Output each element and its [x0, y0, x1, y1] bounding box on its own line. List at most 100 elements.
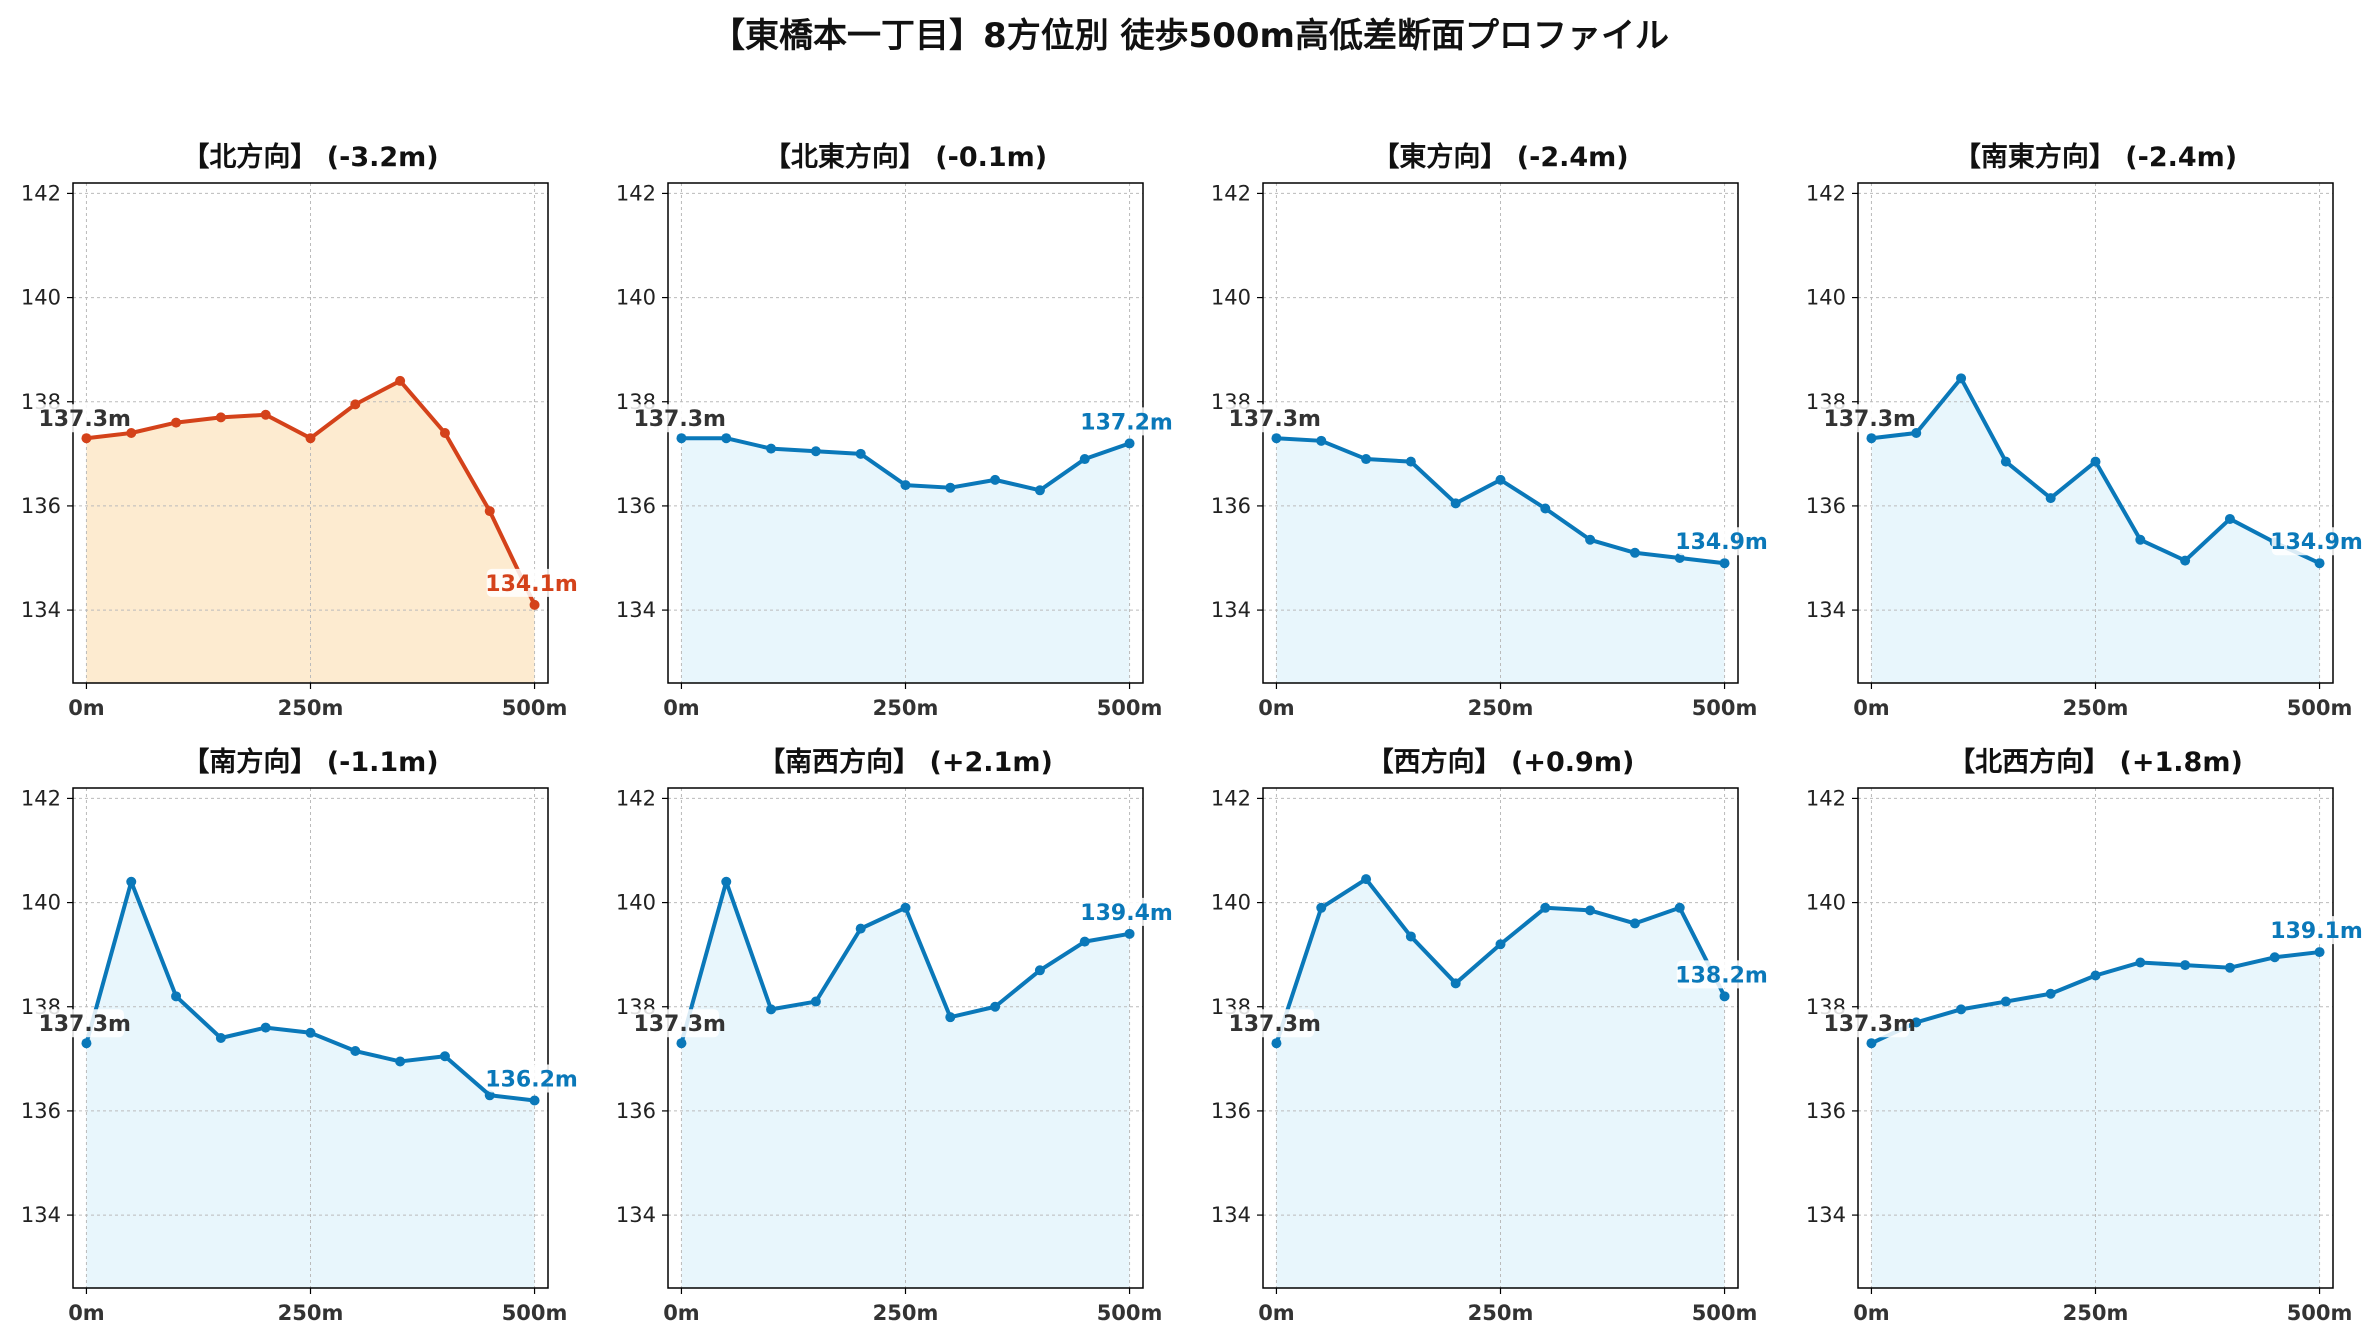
data-point [1540, 503, 1551, 514]
data-point [260, 409, 271, 420]
end-label: 134.9m [2270, 527, 2363, 556]
data-point [1271, 1038, 1282, 1049]
data-point [2180, 555, 2191, 566]
x-tick-label: 500m [502, 1301, 568, 1325]
data-point [1956, 373, 1967, 384]
data-point [126, 876, 137, 887]
data-point [1866, 1038, 1877, 1049]
data-point [1585, 905, 1596, 916]
x-tick-label: 250m [278, 696, 344, 720]
data-point [1034, 965, 1045, 976]
y-tick-label: 136 [1806, 1099, 1846, 1123]
start-label: 137.3m [34, 1009, 131, 1037]
y-tick-label: 140 [1806, 286, 1846, 310]
y-tick-label: 136 [21, 494, 61, 518]
area-fill [681, 438, 1130, 683]
x-tick-label: 250m [2063, 1301, 2129, 1325]
y-tick-label: 136 [616, 1099, 656, 1123]
x-tick-label: 0m [1853, 696, 1890, 720]
y-tick-label: 140 [1806, 891, 1846, 915]
y-tick-label: 142 [1806, 181, 1846, 205]
x-tick-label: 250m [873, 1301, 939, 1325]
data-point [1495, 939, 1506, 950]
y-tick-label: 134 [21, 1203, 61, 1227]
end-label: 139.4m [1080, 897, 1173, 926]
x-tick-label: 0m [663, 1301, 700, 1325]
data-point [305, 433, 316, 444]
data-point [350, 399, 361, 410]
y-tick-label: 136 [1211, 494, 1251, 518]
end-label-box [486, 1064, 577, 1093]
end-label: 134.1m [485, 568, 578, 597]
panel-title: 【東方向】 (-2.4m) [1372, 141, 1628, 173]
data-point [2180, 960, 2191, 971]
data-point [305, 1027, 316, 1038]
y-tick-label: 134 [1806, 1203, 1846, 1227]
end-label-text: 139.1m [2270, 919, 2363, 944]
data-point [945, 1012, 956, 1023]
data-point [810, 996, 821, 1007]
data-point [1450, 978, 1461, 989]
data-point [2135, 957, 2146, 968]
y-tick-label: 136 [616, 494, 656, 518]
end-label-box [2271, 916, 2362, 945]
data-point [1585, 534, 1596, 545]
start-label-box [34, 1009, 125, 1038]
start-label-box [1224, 404, 1315, 433]
data-point [1495, 474, 1506, 485]
data-point [1124, 438, 1135, 449]
data-point [855, 448, 866, 459]
end-label: 138.2m [1675, 960, 1768, 989]
data-point [484, 506, 495, 517]
panel-title: 【北東方向】 (-0.1m) [764, 141, 1047, 173]
data-point [215, 412, 226, 423]
end-label: 139.1m [2270, 916, 2363, 945]
data-point [2000, 996, 2011, 1007]
figure-title: 【東橋本一丁目】8方位別 徒歩500m高低差断面プロファイル [711, 16, 1669, 56]
data-point [529, 1095, 540, 1106]
data-point [350, 1046, 361, 1057]
data-point [1956, 1004, 1967, 1015]
start-label-text: 137.3m [38, 407, 131, 432]
data-point [766, 1004, 777, 1015]
data-point [2314, 558, 2325, 569]
data-point [1361, 874, 1372, 885]
data-point [766, 443, 777, 454]
y-tick-label: 140 [1211, 286, 1251, 310]
data-point [1911, 1017, 1922, 1028]
start-label: 137.3m [629, 1009, 726, 1037]
start-label-box [1819, 1009, 1910, 1038]
data-point [171, 991, 182, 1002]
panel-title: 【南東方向】 (-2.4m) [1954, 141, 2237, 173]
panel-title: 【西方向】 (+0.9m) [1367, 746, 1635, 778]
end-label-box [2271, 527, 2362, 556]
panel-title: 【北西方向】 (+1.8m) [1948, 746, 2243, 778]
data-point [900, 480, 911, 491]
data-point [1629, 547, 1640, 558]
start-label-text: 137.3m [1823, 407, 1916, 432]
end-label-text: 136.2m [485, 1068, 578, 1093]
x-tick-label: 250m [1468, 1301, 1534, 1325]
y-tick-label: 142 [616, 786, 656, 810]
x-tick-label: 250m [1468, 696, 1534, 720]
data-point [990, 1001, 1001, 1012]
y-tick-label: 136 [1806, 494, 1846, 518]
x-tick-label: 500m [1097, 1301, 1163, 1325]
data-point [1271, 433, 1282, 444]
y-tick-label: 134 [616, 1203, 656, 1227]
x-tick-label: 500m [1692, 696, 1758, 720]
start-label: 137.3m [1224, 1009, 1321, 1037]
start-label-box [629, 1009, 720, 1038]
start-label: 137.3m [34, 404, 131, 433]
panel-title: 【南西方向】 (+2.1m) [758, 746, 1053, 778]
data-point [2045, 988, 2056, 999]
x-tick-label: 250m [2063, 696, 2129, 720]
y-tick-label: 134 [21, 598, 61, 622]
end-label-box [1676, 960, 1767, 989]
x-tick-label: 500m [1692, 1301, 1758, 1325]
y-tick-label: 136 [21, 1099, 61, 1123]
